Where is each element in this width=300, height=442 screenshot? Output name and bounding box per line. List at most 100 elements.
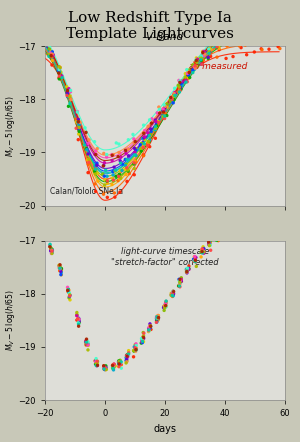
Point — [92, 138, 97, 145]
Point — [94, 355, 98, 362]
Point — [84, 146, 89, 153]
Point — [141, 329, 146, 336]
Point — [114, 173, 118, 180]
Point — [76, 316, 80, 323]
Point — [78, 119, 82, 126]
Point — [117, 363, 122, 370]
Point — [77, 319, 82, 326]
Point — [77, 124, 82, 131]
Text: Calan/Tololo SNe Ia: Calan/Tololo SNe Ia — [50, 187, 123, 196]
Point — [146, 328, 151, 335]
Point — [191, 256, 196, 263]
Point — [134, 346, 139, 353]
Point — [94, 162, 99, 169]
Point — [119, 365, 124, 372]
Point — [110, 365, 115, 372]
Point — [192, 63, 197, 70]
Point — [187, 69, 192, 76]
Point — [184, 76, 188, 83]
Point — [48, 49, 52, 56]
Point — [154, 316, 159, 324]
Point — [118, 157, 123, 164]
Point — [214, 236, 219, 243]
Point — [139, 336, 144, 343]
Point — [195, 56, 200, 63]
Point — [176, 282, 181, 290]
Point — [85, 347, 90, 354]
Point — [127, 170, 132, 177]
Point — [94, 360, 99, 367]
Point — [192, 63, 197, 70]
Point — [178, 79, 182, 86]
Point — [153, 126, 158, 133]
Point — [58, 69, 63, 76]
Point — [201, 52, 206, 59]
Point — [124, 352, 129, 359]
Point — [66, 286, 71, 293]
Point — [141, 144, 146, 151]
Point — [184, 268, 189, 275]
Point — [60, 74, 64, 81]
Point — [75, 108, 80, 115]
Point — [278, 45, 282, 52]
Point — [67, 286, 71, 293]
Point — [103, 362, 108, 370]
Point — [193, 256, 198, 263]
Point — [214, 53, 219, 61]
Point — [124, 358, 129, 365]
Point — [58, 271, 63, 278]
Point — [68, 100, 72, 107]
Point — [123, 166, 128, 173]
Point — [105, 178, 110, 185]
Point — [193, 256, 197, 263]
Point — [208, 53, 213, 60]
Point — [164, 298, 169, 305]
Point — [66, 286, 71, 293]
Point — [102, 159, 107, 166]
Point — [163, 299, 168, 306]
Point — [147, 323, 152, 330]
Point — [208, 247, 213, 254]
Point — [124, 357, 129, 364]
Point — [126, 350, 131, 357]
Point — [216, 237, 220, 244]
Point — [103, 365, 108, 372]
Point — [116, 153, 121, 160]
Point — [186, 70, 190, 77]
Point — [148, 320, 152, 328]
Point — [85, 341, 90, 348]
Point — [192, 253, 197, 260]
Point — [141, 330, 146, 337]
Point — [68, 296, 72, 303]
Point — [126, 136, 131, 143]
Point — [57, 72, 62, 80]
Point — [199, 246, 204, 253]
Point — [94, 360, 98, 367]
Point — [104, 364, 109, 371]
Point — [171, 288, 176, 295]
Point — [131, 135, 136, 142]
Point — [133, 341, 138, 348]
Point — [179, 275, 184, 282]
Point — [163, 301, 168, 308]
Point — [132, 159, 136, 166]
Point — [94, 160, 99, 167]
Point — [58, 64, 62, 71]
Point — [161, 106, 166, 113]
Point — [92, 151, 97, 158]
Point — [65, 93, 70, 100]
Point — [74, 309, 79, 316]
Point — [186, 67, 191, 74]
Point — [83, 141, 88, 148]
Point — [68, 96, 73, 103]
Point — [59, 269, 64, 276]
Point — [50, 52, 54, 59]
Point — [133, 346, 138, 353]
Point — [76, 321, 81, 328]
Point — [177, 278, 182, 286]
Point — [133, 348, 138, 355]
Point — [149, 115, 154, 122]
Point — [133, 149, 137, 156]
Point — [110, 168, 115, 175]
Point — [194, 57, 199, 64]
